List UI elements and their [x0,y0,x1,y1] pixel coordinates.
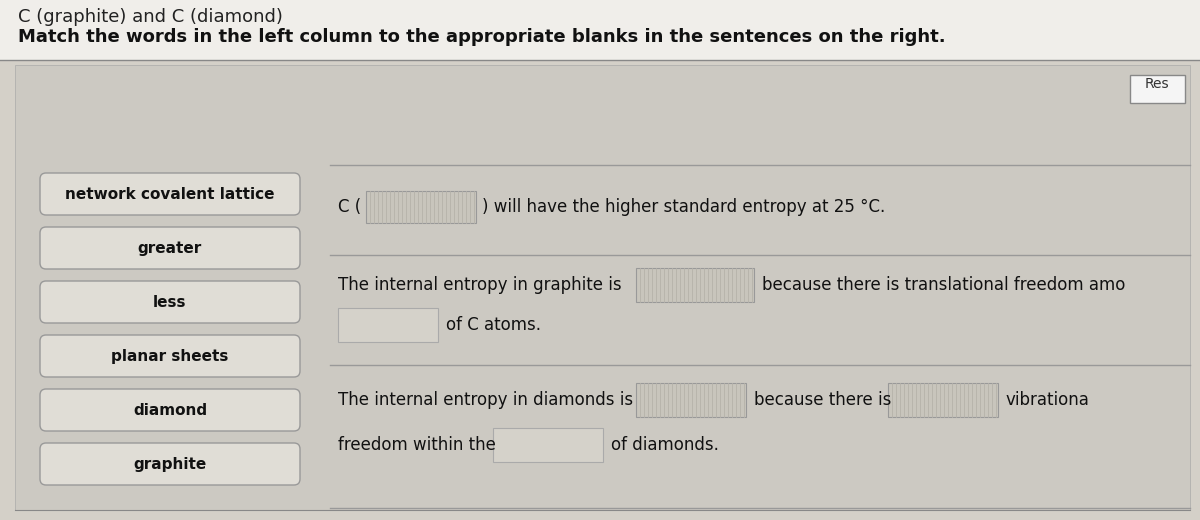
FancyBboxPatch shape [40,173,300,215]
Text: of diamonds.: of diamonds. [611,436,719,454]
Text: ) will have the higher standard entropy at 25 °C.: ) will have the higher standard entropy … [482,198,886,216]
Bar [338,308,438,342]
FancyBboxPatch shape [40,443,300,485]
FancyBboxPatch shape [40,281,300,323]
Text: vibrationa: vibrationa [1006,391,1090,409]
Text: planar sheets: planar sheets [112,349,229,364]
Bar [636,383,746,417]
Text: The internal entropy in graphite is: The internal entropy in graphite is [338,276,622,294]
Text: freedom within the: freedom within the [338,436,496,454]
Text: Res: Res [1145,77,1169,91]
Text: of C atoms.: of C atoms. [446,316,541,334]
Text: The internal entropy in diamonds is: The internal entropy in diamonds is [338,391,634,409]
Bar [14,65,1190,510]
Bar [0,0,1200,60]
Text: network covalent lattice: network covalent lattice [65,187,275,202]
Text: less: less [154,295,187,310]
Text: greater: greater [138,241,202,256]
Bar [636,268,754,302]
Text: because there is: because there is [754,391,892,409]
Text: Match the words in the left column to the appropriate blanks in the sentences on: Match the words in the left column to th… [18,28,946,46]
Text: C (graphite) and C (diamond): C (graphite) and C (diamond) [18,8,283,26]
Bar [493,428,604,462]
Text: because there is translational freedom amo: because there is translational freedom a… [762,276,1126,294]
Text: diamond: diamond [133,403,208,418]
Text: graphite: graphite [133,457,206,472]
Text: C (: C ( [338,198,361,216]
FancyBboxPatch shape [40,389,300,431]
Bar [366,191,476,223]
FancyBboxPatch shape [40,227,300,269]
FancyBboxPatch shape [40,335,300,377]
Bar [1130,75,1186,103]
Bar [888,383,998,417]
